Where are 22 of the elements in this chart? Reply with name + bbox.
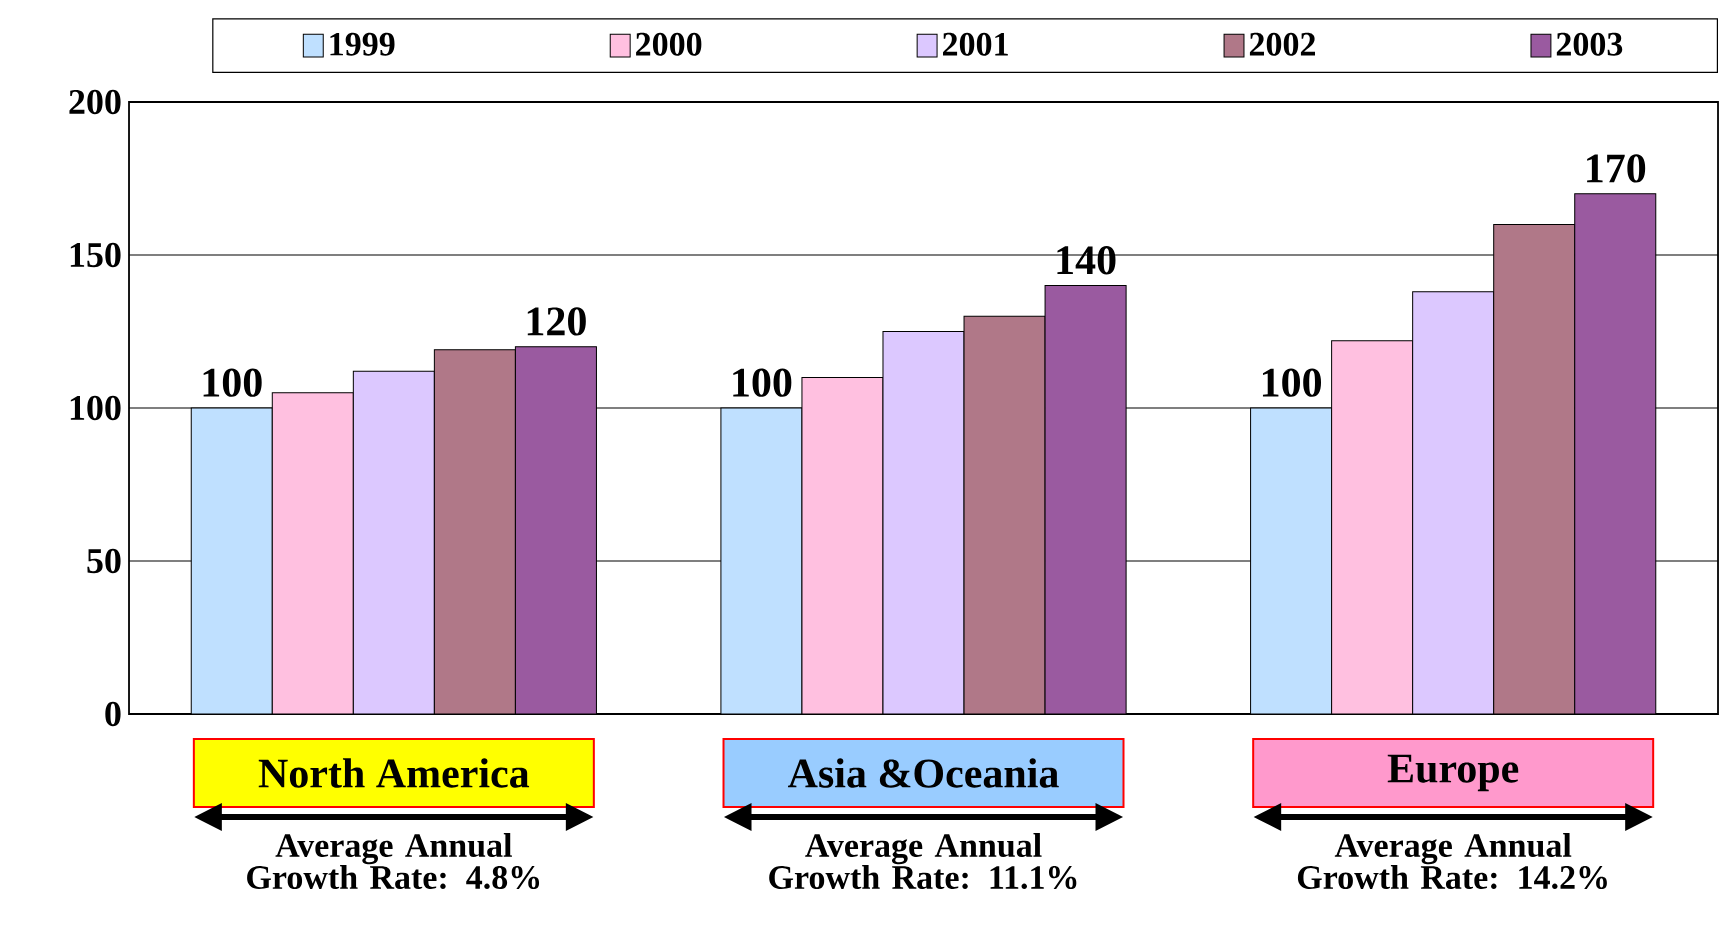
y-tick-label: 150 <box>70 242 121 268</box>
text: Average Annual Growth Rate: 11.1% <box>769 833 1077 890</box>
data-label: 100 <box>733 368 792 397</box>
data-label: 170 <box>1587 154 1646 183</box>
legend-label: 2002 <box>1249 32 1315 56</box>
y-tick-label: 50 <box>87 548 121 574</box>
x-tick-label: Europe <box>1387 754 1519 792</box>
y-tick-label: 200 <box>69 89 121 115</box>
legend-label: 2001 <box>943 32 1008 56</box>
y-tick-label: 100 <box>70 395 121 421</box>
text: Average Annual Growth Rate: 14.2% <box>1297 833 1607 890</box>
x-tick-label: Asia &Oceania <box>788 758 1059 788</box>
text: Average Annual Growth Rate: 4.8% <box>247 833 540 890</box>
legend-label: 1999 <box>330 32 395 56</box>
data-label: 120 <box>527 307 586 336</box>
data-label: 100 <box>1262 368 1322 397</box>
legend-label: 2003 <box>1556 32 1623 56</box>
data-label: 140 <box>1057 246 1116 275</box>
x-tick-label: North America <box>258 758 530 788</box>
legend-label: 2000 <box>636 32 702 56</box>
y-tick-label: 0 <box>105 701 121 727</box>
data-label: 100 <box>203 368 262 397</box>
